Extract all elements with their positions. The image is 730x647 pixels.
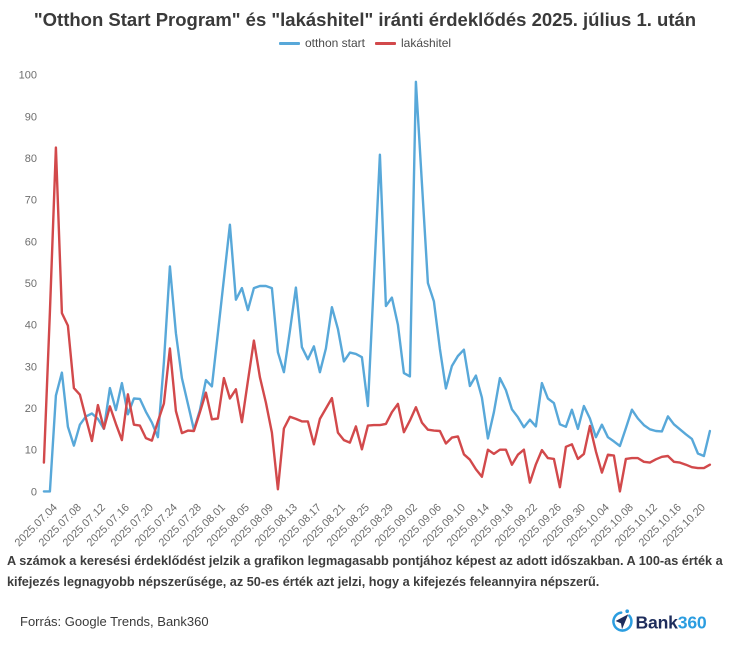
svg-text:20: 20 bbox=[25, 403, 37, 415]
svg-text:80: 80 bbox=[25, 153, 37, 165]
svg-text:100: 100 bbox=[19, 70, 37, 82]
svg-text:50: 50 bbox=[25, 278, 37, 290]
svg-text:Bank360: Bank360 bbox=[636, 613, 707, 633]
svg-text:0: 0 bbox=[31, 486, 37, 498]
svg-text:40: 40 bbox=[25, 320, 37, 332]
svg-text:30: 30 bbox=[25, 361, 37, 373]
svg-text:60: 60 bbox=[25, 236, 37, 248]
svg-text:10: 10 bbox=[25, 445, 37, 457]
svg-text:90: 90 bbox=[25, 111, 37, 123]
svg-text:70: 70 bbox=[25, 195, 37, 207]
